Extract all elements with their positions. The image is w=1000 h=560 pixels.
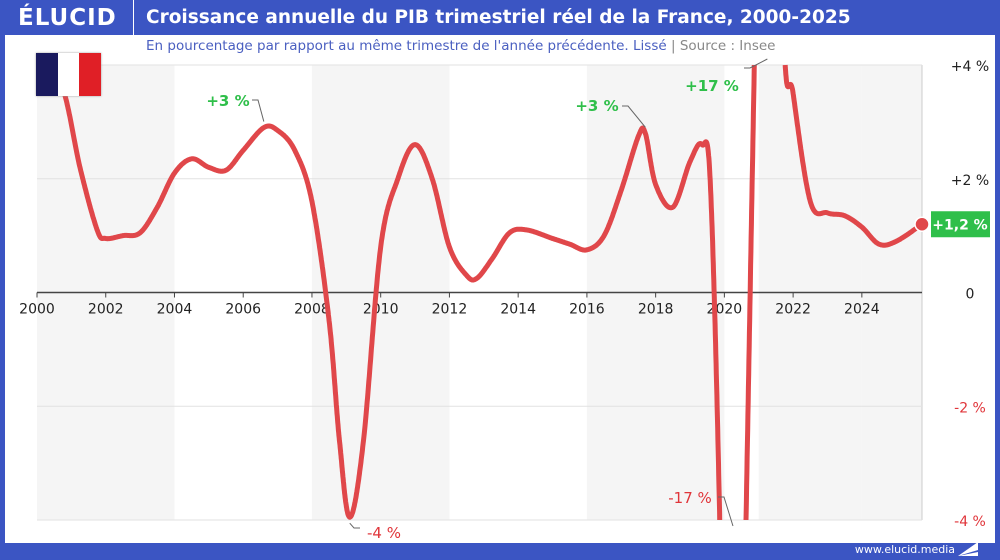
x-tick-label: 2008 [294,302,330,318]
elucid-mark-icon [958,542,978,556]
y-tick-label: -4 % [954,514,986,530]
subtitle-text: En pourcentage par rapport au même trime… [146,38,667,54]
annotation-leader [744,58,768,69]
annotation-label: +17 % [685,77,739,95]
france-flag-icon [36,53,102,96]
chart-title: Croissance annuelle du PIB trimestriel r… [146,7,851,28]
y-tick-label: 0 [966,287,975,303]
x-tick-label: 2012 [432,302,468,318]
x-tick-label: 2010 [363,302,399,318]
last-value-badge [931,211,990,238]
y-tick-label: -2 % [954,400,986,416]
x-tick-label: 2014 [500,302,536,318]
annotation-leader [349,522,360,529]
elucid-logo: ÉLUCID [18,5,117,31]
annotation-label: +3 % [575,97,618,115]
flag-white [57,53,80,96]
x-tick-label: 2020 [707,302,743,318]
annotation-leader [252,99,265,122]
x-tick-label: 2002 [88,302,124,318]
annotation-leader [622,105,646,128]
last-value-dot [914,216,930,232]
source-text: Source : Insee [679,38,776,54]
x-tick-label: 2004 [157,302,193,318]
header-divider [133,0,134,35]
subtitle-separator: | [670,38,676,54]
annotation-label: -4 % [367,524,401,542]
x-tick-label: 2016 [569,302,605,318]
flag-red [79,53,102,96]
footer-url[interactable]: www.elucid.media [854,543,955,556]
gdp-growth-line [51,63,925,521]
x-tick-label: 2024 [844,302,880,318]
annotation-label: +3 % [206,92,249,110]
annotation-label: -17 % [668,489,712,507]
annotation-leader [718,496,734,527]
y-tick-label: +4 % [951,59,989,75]
chart-subtitle: En pourcentage par rapport au même trime… [146,38,776,54]
x-tick-label: 2018 [638,302,674,318]
x-tick-label: 2022 [775,302,811,318]
y-tick-label: +2 % [951,173,989,189]
flag-blue [36,53,58,96]
x-tick-label: 2000 [19,302,55,318]
x-tick-label: 2006 [225,302,261,318]
last-value-label: +1,2 % [932,217,987,233]
